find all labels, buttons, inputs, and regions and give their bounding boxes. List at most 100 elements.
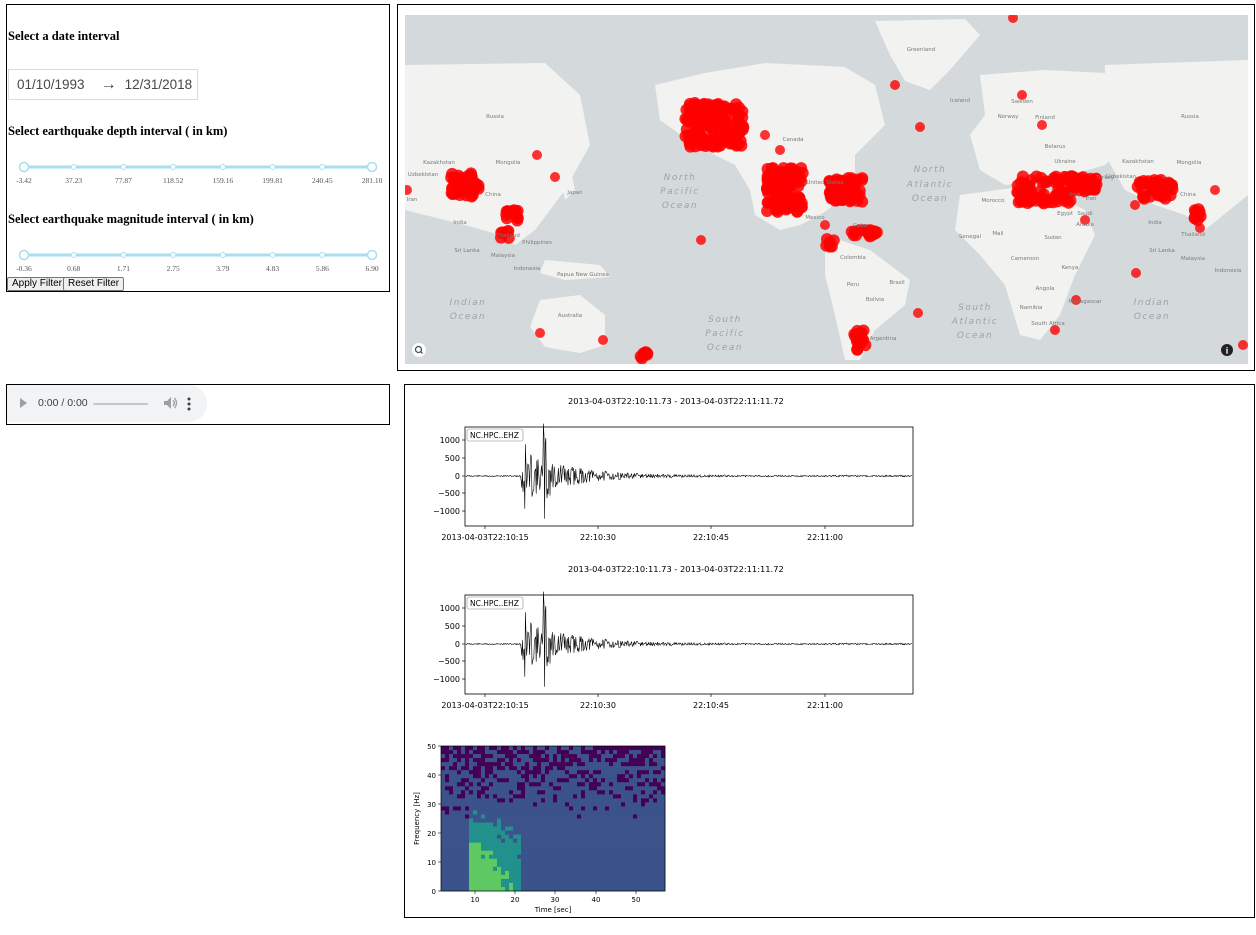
earthquake-marker[interactable] bbox=[1030, 194, 1043, 207]
earthquake-marker[interactable] bbox=[532, 150, 542, 160]
earthquake-marker[interactable] bbox=[448, 175, 461, 188]
earthquake-marker[interactable] bbox=[472, 179, 485, 192]
earthquake-marker[interactable] bbox=[850, 173, 863, 186]
country-label: Belarus bbox=[1045, 144, 1066, 150]
audio-progress-bar[interactable] bbox=[93, 403, 148, 405]
earthquake-marker[interactable] bbox=[693, 119, 706, 132]
earthquake-marker[interactable] bbox=[1041, 193, 1054, 206]
earthquake-marker[interactable] bbox=[853, 327, 866, 340]
earthquake-marker[interactable] bbox=[1238, 340, 1248, 350]
depth-handle[interactable] bbox=[18, 161, 30, 173]
earthquake-marker[interactable] bbox=[465, 168, 478, 181]
earthquake-marker[interactable] bbox=[1070, 177, 1083, 190]
earthquake-marker[interactable] bbox=[713, 106, 726, 119]
earthquake-marker[interactable] bbox=[461, 182, 474, 195]
magnitude-mark bbox=[319, 252, 326, 258]
landmass-japan bbox=[560, 165, 575, 200]
earthquake-marker[interactable] bbox=[535, 328, 545, 338]
earthquake-marker[interactable] bbox=[1148, 181, 1161, 194]
earthquake-marker[interactable] bbox=[1195, 223, 1205, 233]
earthquake-marker[interactable] bbox=[1008, 15, 1018, 23]
earthquake-marker[interactable] bbox=[762, 196, 775, 209]
earthquake-marker[interactable] bbox=[781, 197, 794, 210]
earthquake-marker[interactable] bbox=[1050, 325, 1060, 335]
earthquake-marker[interactable] bbox=[785, 188, 798, 201]
earthquake-marker[interactable] bbox=[500, 212, 513, 225]
earthquake-marker[interactable] bbox=[1135, 177, 1148, 190]
earthquake-marker[interactable] bbox=[915, 122, 925, 132]
earthquake-marker[interactable] bbox=[730, 98, 743, 111]
country-label: Thailand bbox=[495, 233, 520, 239]
earthquake-marker[interactable] bbox=[820, 220, 830, 230]
earthquake-marker[interactable] bbox=[1030, 170, 1043, 183]
earthquake-marker[interactable] bbox=[851, 343, 864, 356]
earthquake-marker[interactable] bbox=[598, 335, 608, 345]
earthquake-marker[interactable] bbox=[405, 185, 412, 195]
earthquake-marker[interactable] bbox=[1071, 295, 1081, 305]
date-end-input[interactable]: 12/31/2018 bbox=[124, 77, 193, 92]
earthquake-marker[interactable] bbox=[913, 308, 923, 318]
audio-player[interactable]: 0:00 / 0:00 bbox=[7, 385, 207, 422]
earthquake-marker[interactable] bbox=[686, 128, 699, 141]
earthquake-marker[interactable] bbox=[1080, 215, 1090, 225]
earthquake-marker[interactable] bbox=[830, 194, 843, 207]
earthquake-marker[interactable] bbox=[890, 80, 900, 90]
earthquake-marker[interactable] bbox=[693, 107, 706, 120]
earthquake-marker[interactable] bbox=[1011, 179, 1024, 192]
depth-handle[interactable] bbox=[366, 161, 378, 173]
date-range-picker[interactable]: 01/10/1993 → 12/31/2018 bbox=[8, 69, 198, 100]
magnitude-handle[interactable] bbox=[18, 249, 30, 261]
earthquake-marker[interactable] bbox=[1086, 175, 1099, 188]
info-icon[interactable]: i bbox=[1221, 344, 1233, 356]
earthquake-marker[interactable] bbox=[790, 205, 803, 218]
earthquake-marker[interactable] bbox=[857, 224, 870, 237]
date-start-input[interactable]: 01/10/1993 bbox=[17, 77, 85, 92]
earthquake-marker[interactable] bbox=[1159, 192, 1172, 205]
earthquake-marker[interactable] bbox=[1016, 170, 1029, 183]
volume-icon[interactable] bbox=[162, 394, 178, 412]
apply-filter-button[interactable]: Apply Filter bbox=[7, 277, 68, 291]
zoom-reset-icon[interactable] bbox=[412, 343, 426, 357]
earthquake-map[interactable]: Greenland Russia Iceland Sweden Norway Finlan… bbox=[405, 15, 1248, 364]
earthquake-marker[interactable] bbox=[699, 140, 712, 153]
earthquake-marker[interactable] bbox=[1016, 190, 1029, 203]
earthquake-marker[interactable] bbox=[839, 181, 852, 194]
earthquake-marker[interactable] bbox=[843, 195, 856, 208]
earthquake-marker[interactable] bbox=[507, 204, 520, 217]
earthquake-marker[interactable] bbox=[820, 233, 833, 246]
earthquake-marker[interactable] bbox=[827, 176, 840, 189]
earthquake-marker[interactable] bbox=[724, 137, 737, 150]
earthquake-marker[interactable] bbox=[775, 145, 785, 155]
earthquake-marker[interactable] bbox=[550, 172, 560, 182]
earthquake-marker[interactable] bbox=[696, 235, 706, 245]
earthquake-marker[interactable] bbox=[1037, 120, 1047, 130]
earthquake-marker[interactable] bbox=[847, 229, 860, 242]
earthquake-marker[interactable] bbox=[772, 202, 785, 215]
earthquake-marker[interactable] bbox=[634, 350, 647, 363]
earthquake-marker[interactable] bbox=[502, 225, 515, 238]
earthquake-marker[interactable] bbox=[446, 188, 459, 201]
svg-text:i[interactable]: i bbox=[1226, 346, 1229, 356]
earthquake-marker[interactable] bbox=[682, 112, 695, 125]
more-options-icon[interactable] bbox=[186, 396, 192, 412]
earthquake-marker[interactable] bbox=[1017, 90, 1027, 100]
earthquake-marker[interactable] bbox=[1138, 192, 1151, 205]
play-icon[interactable] bbox=[20, 398, 27, 408]
earthquake-marker[interactable] bbox=[732, 112, 745, 125]
earthquake-marker[interactable] bbox=[760, 130, 770, 140]
earthquake-marker[interactable] bbox=[1193, 205, 1206, 218]
earthquake-marker[interactable] bbox=[684, 103, 697, 116]
earthquake-marker[interactable] bbox=[1130, 200, 1140, 210]
reset-filter-button[interactable]: Reset Filter bbox=[63, 277, 125, 291]
earthquake-marker[interactable] bbox=[727, 124, 740, 137]
earthquake-marker[interactable] bbox=[1131, 268, 1141, 278]
earthquake-marker[interactable] bbox=[766, 169, 779, 182]
magnitude-handle[interactable] bbox=[366, 249, 378, 261]
earthquake-marker[interactable] bbox=[1062, 196, 1075, 209]
earthquake-marker[interactable] bbox=[1210, 185, 1220, 195]
earthquake-marker[interactable] bbox=[1052, 176, 1065, 189]
magnitude-range-slider[interactable]: -0.36 0.68 1.71 2.75 3.79 4.83 5.86 6.90 bbox=[7, 245, 391, 275]
depth-range-slider[interactable]: -3.42 37.23 77.87 118.52 159.16 199.81 240.45 2… bbox=[7, 157, 391, 187]
earthquake-marker[interactable] bbox=[770, 183, 783, 196]
earthquake-marker[interactable] bbox=[796, 167, 809, 180]
